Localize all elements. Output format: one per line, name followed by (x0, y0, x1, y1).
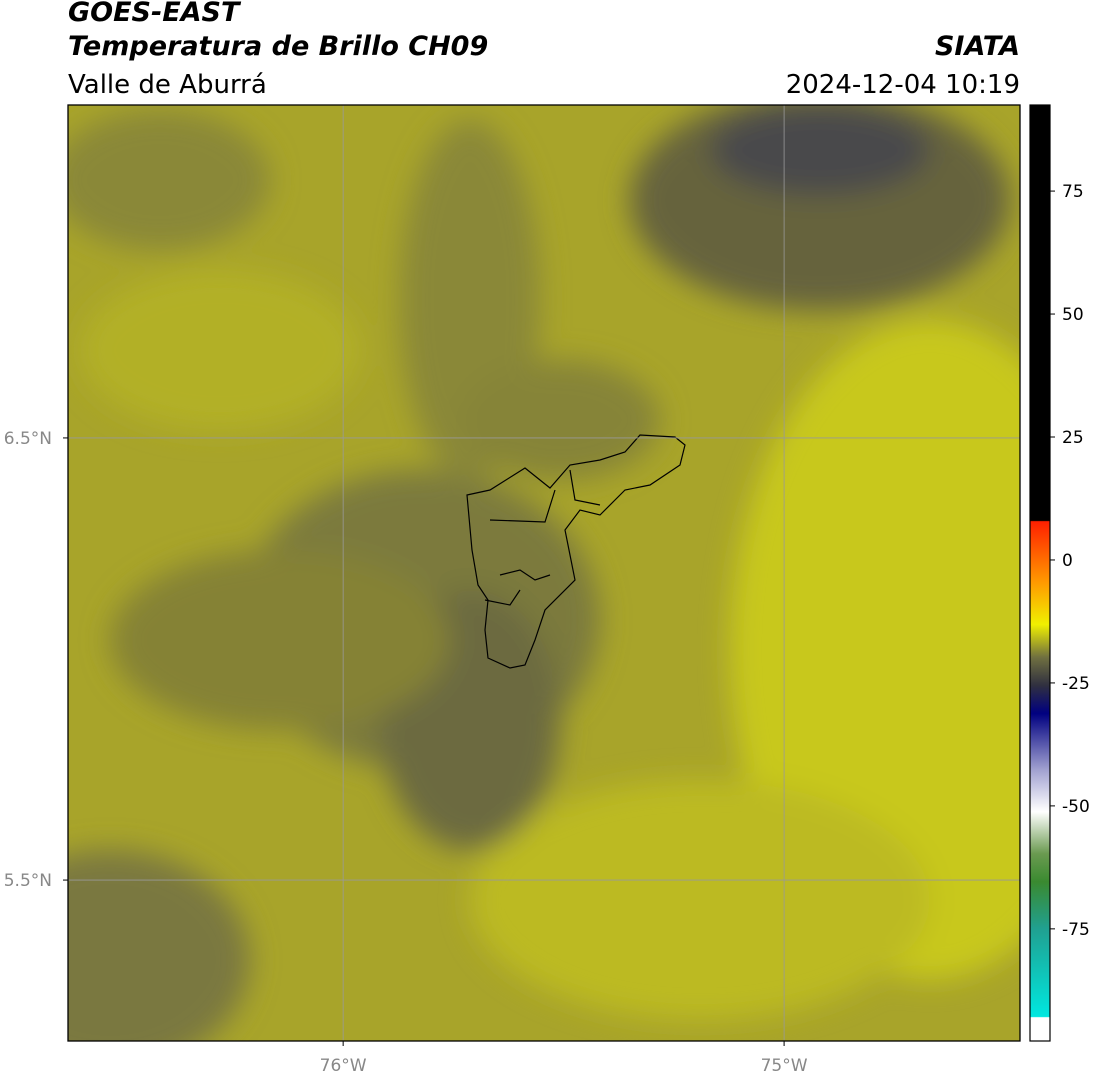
map-frame (67, 104, 1021, 1042)
colorbar (1029, 104, 1051, 1042)
y-tick-label: 6.5°N (4, 429, 52, 449)
colorbar-tick-label: -75 (1062, 920, 1090, 940)
colorbar-tick-label: -25 (1062, 674, 1090, 694)
brightness-field (68, 105, 1020, 1041)
brand: SIATA (935, 31, 1020, 62)
colorbar-tick-label: 25 (1062, 428, 1084, 448)
datetime: 2024-12-04 10:19 (786, 70, 1020, 100)
municipality-outline (466, 434, 686, 669)
title: GOES-EAST (68, 0, 242, 28)
x-tick-label: 75°W (761, 1056, 808, 1076)
colorbar-tick-label: 50 (1062, 305, 1084, 325)
colorbar-tick-label: -50 (1062, 797, 1090, 817)
product: Temperatura de Brillo CH09 (68, 31, 488, 62)
region: Valle de Aburrá (68, 70, 267, 100)
colorbar-tick-label: 75 (1062, 182, 1084, 202)
colorbar-tick-label: 0 (1062, 551, 1073, 571)
y-tick-label: 5.5°N (4, 871, 52, 891)
x-tick-label: 76°W (320, 1056, 367, 1076)
